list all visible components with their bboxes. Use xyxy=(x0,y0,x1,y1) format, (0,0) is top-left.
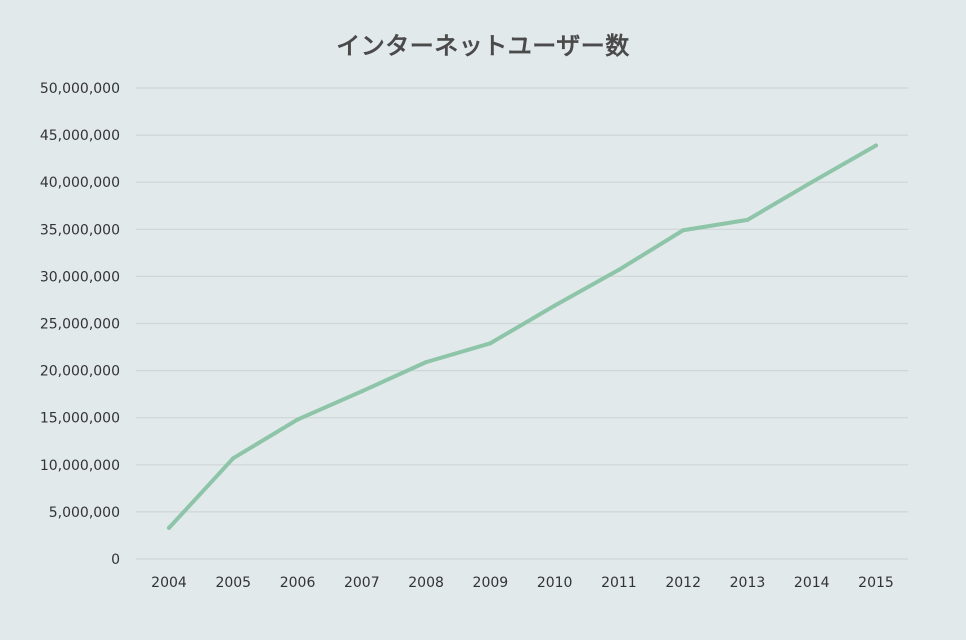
y-tick-label: 30,000,000 xyxy=(40,269,120,285)
x-tick-label: 2011 xyxy=(601,575,637,591)
x-tick-label: 2009 xyxy=(473,575,509,591)
data-point xyxy=(681,228,686,233)
data-point xyxy=(295,417,300,422)
y-tick-label: 45,000,000 xyxy=(40,128,120,144)
x-tick-label: 2008 xyxy=(408,575,444,591)
y-tick-label: 10,000,000 xyxy=(40,458,120,474)
data-point xyxy=(745,217,750,222)
series-layer xyxy=(167,143,878,530)
chart-title: インターネットユーザー数 xyxy=(336,32,630,60)
data-point xyxy=(809,180,814,185)
x-tick-label: 2013 xyxy=(730,575,766,591)
data-point xyxy=(616,267,621,272)
series-line xyxy=(167,143,878,530)
y-tick-label: 0 xyxy=(111,552,120,568)
x-tick-label: 2012 xyxy=(665,575,701,591)
y-tick-label: 50,000,000 xyxy=(40,81,120,97)
data-point xyxy=(231,456,236,461)
x-tick-label: 2007 xyxy=(344,575,380,591)
x-tick-label: 2005 xyxy=(215,575,251,591)
y-tick-label: 35,000,000 xyxy=(40,222,120,238)
x-tick-label: 2014 xyxy=(794,575,830,591)
data-point xyxy=(874,143,878,148)
data-point xyxy=(167,525,171,530)
y-tick-label: 15,000,000 xyxy=(40,411,120,427)
y-tick-label: 40,000,000 xyxy=(40,175,120,191)
x-tick-label: 2010 xyxy=(537,575,573,591)
data-point xyxy=(359,389,364,394)
x-axis-ticks: 2004 2005 2006 2007 2008 2009 2010 2011 2012 2013… xyxy=(151,575,894,591)
x-tick-label: 2015 xyxy=(858,575,894,591)
data-point xyxy=(552,303,557,308)
y-tick-label: 5,000,000 xyxy=(49,505,120,521)
data-point xyxy=(424,360,429,365)
y-tick-label: 20,000,000 xyxy=(40,364,120,380)
x-tick-label: 2006 xyxy=(280,575,316,591)
y-tick-label: 25,000,000 xyxy=(40,317,120,333)
y-axis-ticks: 0 5,000,000 10,000,000 15,000,000 20,000,000… xyxy=(40,81,120,568)
data-point xyxy=(488,341,493,346)
x-tick-label: 2004 xyxy=(151,575,187,591)
grid-lines xyxy=(136,87,908,560)
